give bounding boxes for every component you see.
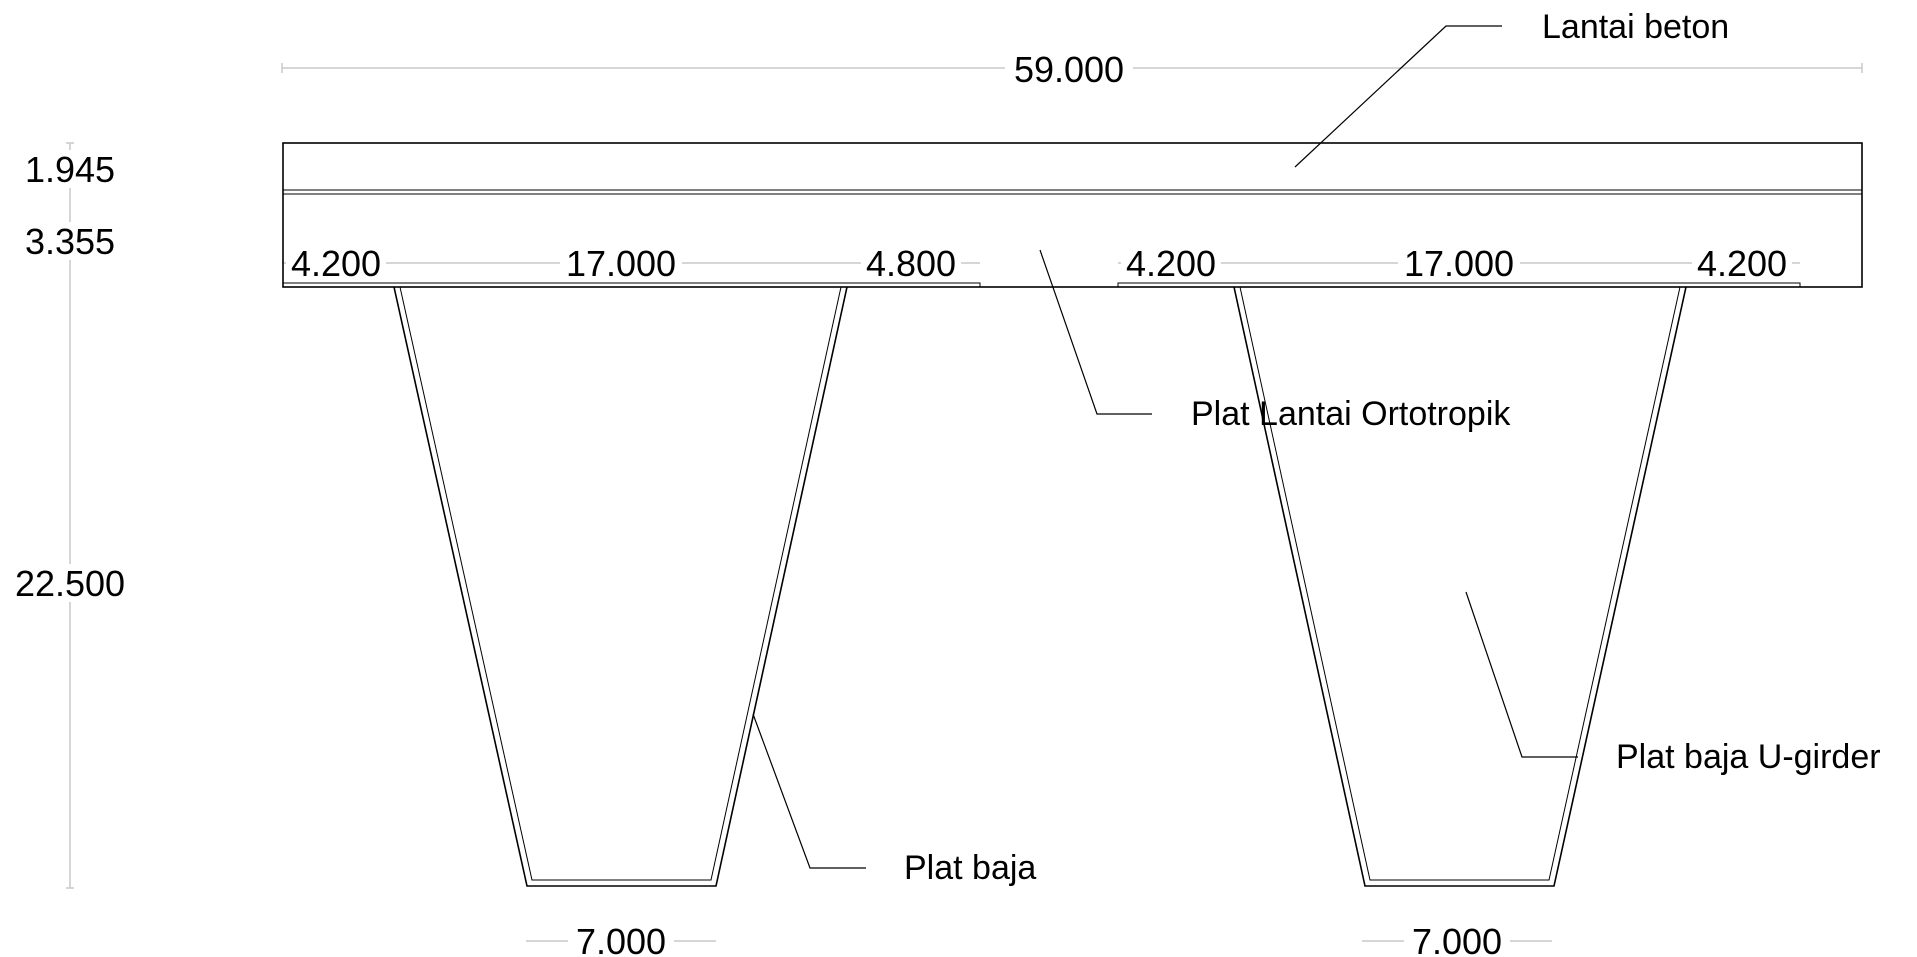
deck-thickness-label: 1.945: [25, 149, 115, 190]
u-girder-plate-leader: [1465, 591, 1578, 758]
deck-outline: [282, 142, 1863, 288]
right-top-width-label: 17.000: [1404, 243, 1514, 284]
right-bottom-width-label: 7.000: [1412, 921, 1502, 957]
concrete-deck-leader: [1294, 25, 1502, 168]
dimension-labels: 59.000 1.945 3.355 22.500 4.200 17.000 4…: [10, 49, 1792, 957]
right-outer-flange-label: 4.200: [1697, 243, 1787, 284]
left-top-width-label: 17.000: [566, 243, 676, 284]
right-inner-flange-label: 4.200: [1126, 243, 1216, 284]
steel-plate-label: Plat baja: [904, 849, 1036, 887]
left-u-girder: [393, 286, 848, 887]
steel-plate-leader: [752, 713, 866, 869]
overall-width-label: 59.000: [1014, 49, 1124, 90]
ortho-plate-thickness-label: 3.355: [25, 221, 115, 262]
left-outer-flange-label: 4.200: [291, 243, 381, 284]
girder-height-label: 22.500: [15, 563, 125, 604]
left-flange-plate: [282, 282, 981, 288]
orthotropic-plate-label: Plat Lantai Ortotropik: [1191, 395, 1511, 433]
orthotropic-plate-leader: [1039, 249, 1152, 415]
concrete-deck-label: Lantai beton: [1542, 8, 1729, 46]
concrete-deck: [282, 142, 1863, 288]
dimension-lines: [66, 63, 1863, 942]
right-u-girder: [1233, 286, 1687, 887]
right-flange-plate: [1117, 282, 1801, 288]
flange-plates: [282, 282, 1801, 288]
u-girder-plate-label: Plat baja U-girder: [1616, 738, 1881, 776]
leader-lines: [752, 25, 1578, 869]
component-labels: Lantai beton Plat Lantai Ortotropik Plat…: [904, 8, 1881, 887]
left-inner-flange-label: 4.800: [866, 243, 956, 284]
left-bottom-width-label: 7.000: [576, 921, 666, 957]
